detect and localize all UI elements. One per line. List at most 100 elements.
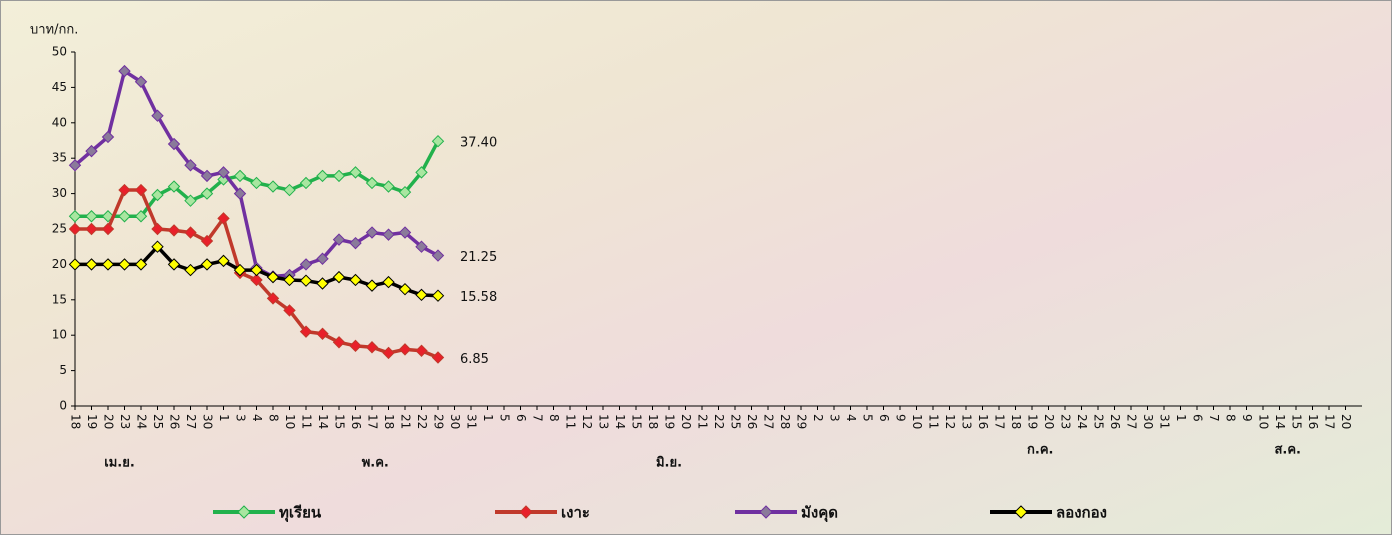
data-point xyxy=(316,277,329,290)
y-tick-label: 5 xyxy=(59,363,67,377)
legend-marker xyxy=(1014,505,1028,519)
x-tick-label: 11 xyxy=(927,414,941,429)
data-point xyxy=(266,292,280,305)
data-point xyxy=(349,166,362,179)
data-point xyxy=(431,249,445,262)
x-tick-label: 14 xyxy=(613,414,627,429)
x-tick-label: 8 xyxy=(547,414,561,422)
data-point xyxy=(431,289,445,302)
x-tick-label: 24 xyxy=(1075,414,1089,429)
y-tick-label: 15 xyxy=(52,292,67,306)
x-tick-label: 20 xyxy=(679,414,693,429)
data-point xyxy=(167,258,181,271)
x-tick-label: 11 xyxy=(300,414,314,429)
data-point xyxy=(68,159,82,172)
x-tick-label: 19 xyxy=(1026,414,1040,429)
x-tick-label: 9 xyxy=(894,414,908,422)
value-label: 37.40 xyxy=(460,136,497,151)
month-label: มิ.ย. xyxy=(656,456,682,471)
x-tick-label: 29 xyxy=(795,414,809,429)
legend-marker xyxy=(759,505,773,519)
data-point xyxy=(184,194,197,207)
data-point xyxy=(398,185,412,199)
x-tick-label: 28 xyxy=(778,414,792,429)
y-tick-label: 35 xyxy=(52,151,67,165)
x-tick-label: 1 xyxy=(481,414,495,422)
x-tick-label: 4 xyxy=(844,414,858,422)
data-point xyxy=(200,169,214,183)
data-point xyxy=(101,222,115,236)
x-tick-label: 30 xyxy=(448,414,462,429)
data-point xyxy=(68,222,82,236)
x-tick-label: 7 xyxy=(531,414,545,422)
data-point xyxy=(200,258,214,271)
x-tick-label: 4 xyxy=(250,414,264,422)
y-tick-label: 10 xyxy=(52,328,67,342)
x-tick-label: 10 xyxy=(1257,414,1271,429)
data-point xyxy=(217,254,230,268)
y-tick-label: 20 xyxy=(52,257,67,271)
data-point xyxy=(167,180,181,193)
data-point xyxy=(134,75,148,88)
data-point xyxy=(299,176,313,190)
x-tick-label: 17 xyxy=(1323,414,1337,429)
data-point xyxy=(332,169,346,183)
data-point xyxy=(382,228,395,241)
x-tick-label: 26 xyxy=(745,414,759,429)
data-point xyxy=(68,210,82,223)
x-tick-label: 15 xyxy=(333,414,347,429)
x-tick-label: 12 xyxy=(580,414,594,429)
value-label: 6.85 xyxy=(460,352,489,367)
data-point xyxy=(101,258,115,271)
x-tick-label: 31 xyxy=(465,414,479,429)
data-point xyxy=(233,187,247,200)
x-tick-label: 14 xyxy=(316,414,330,429)
data-point xyxy=(134,258,148,271)
data-point xyxy=(415,166,428,179)
x-tick-label: 19 xyxy=(85,414,99,429)
data-point xyxy=(85,144,98,158)
x-tick-label: 23 xyxy=(118,414,132,429)
x-tick-label: 20 xyxy=(1042,414,1056,429)
data-point xyxy=(365,279,379,292)
x-tick-label: 30 xyxy=(1141,414,1155,429)
x-tick-label: 27 xyxy=(1125,414,1139,429)
y-axis-label: บาท/กก. xyxy=(30,23,78,38)
data-point xyxy=(167,224,181,237)
data-point xyxy=(283,273,296,287)
data-point xyxy=(382,275,395,289)
month-label: ก.ค. xyxy=(1027,443,1053,458)
y-tick-label: 25 xyxy=(52,222,67,236)
x-tick-label: 8 xyxy=(267,414,281,422)
data-point xyxy=(398,343,412,356)
data-point xyxy=(250,176,263,190)
data-point xyxy=(118,64,131,78)
legend-label: ลองกอง xyxy=(1056,504,1107,522)
month-label: เม.ย. xyxy=(104,456,135,471)
x-tick-label: 14 xyxy=(1273,414,1287,429)
data-point xyxy=(266,180,280,193)
x-tick-label: 2 xyxy=(811,414,825,422)
x-tick-label: 6 xyxy=(877,414,891,422)
data-point xyxy=(118,183,131,197)
legend-label: ทุเรียน xyxy=(279,504,322,523)
x-tick-label: 13 xyxy=(960,414,974,429)
data-point xyxy=(332,233,346,246)
data-point xyxy=(250,263,263,277)
data-point xyxy=(415,288,428,302)
x-tick-label: 17 xyxy=(366,414,380,429)
data-point xyxy=(184,159,197,172)
x-tick-label: 16 xyxy=(976,414,990,429)
x-tick-label: 3 xyxy=(234,414,248,422)
x-tick-label: 18 xyxy=(1009,414,1023,429)
x-tick-label: 27 xyxy=(184,414,198,429)
data-point xyxy=(283,304,296,317)
x-tick-label: 11 xyxy=(564,414,578,429)
data-point xyxy=(316,327,329,340)
data-point xyxy=(266,270,280,284)
data-point xyxy=(134,210,148,223)
x-tick-label: 31 xyxy=(1158,414,1172,429)
legend-marker xyxy=(519,505,533,519)
data-point xyxy=(349,273,362,287)
x-tick-label: 23 xyxy=(1059,414,1073,429)
